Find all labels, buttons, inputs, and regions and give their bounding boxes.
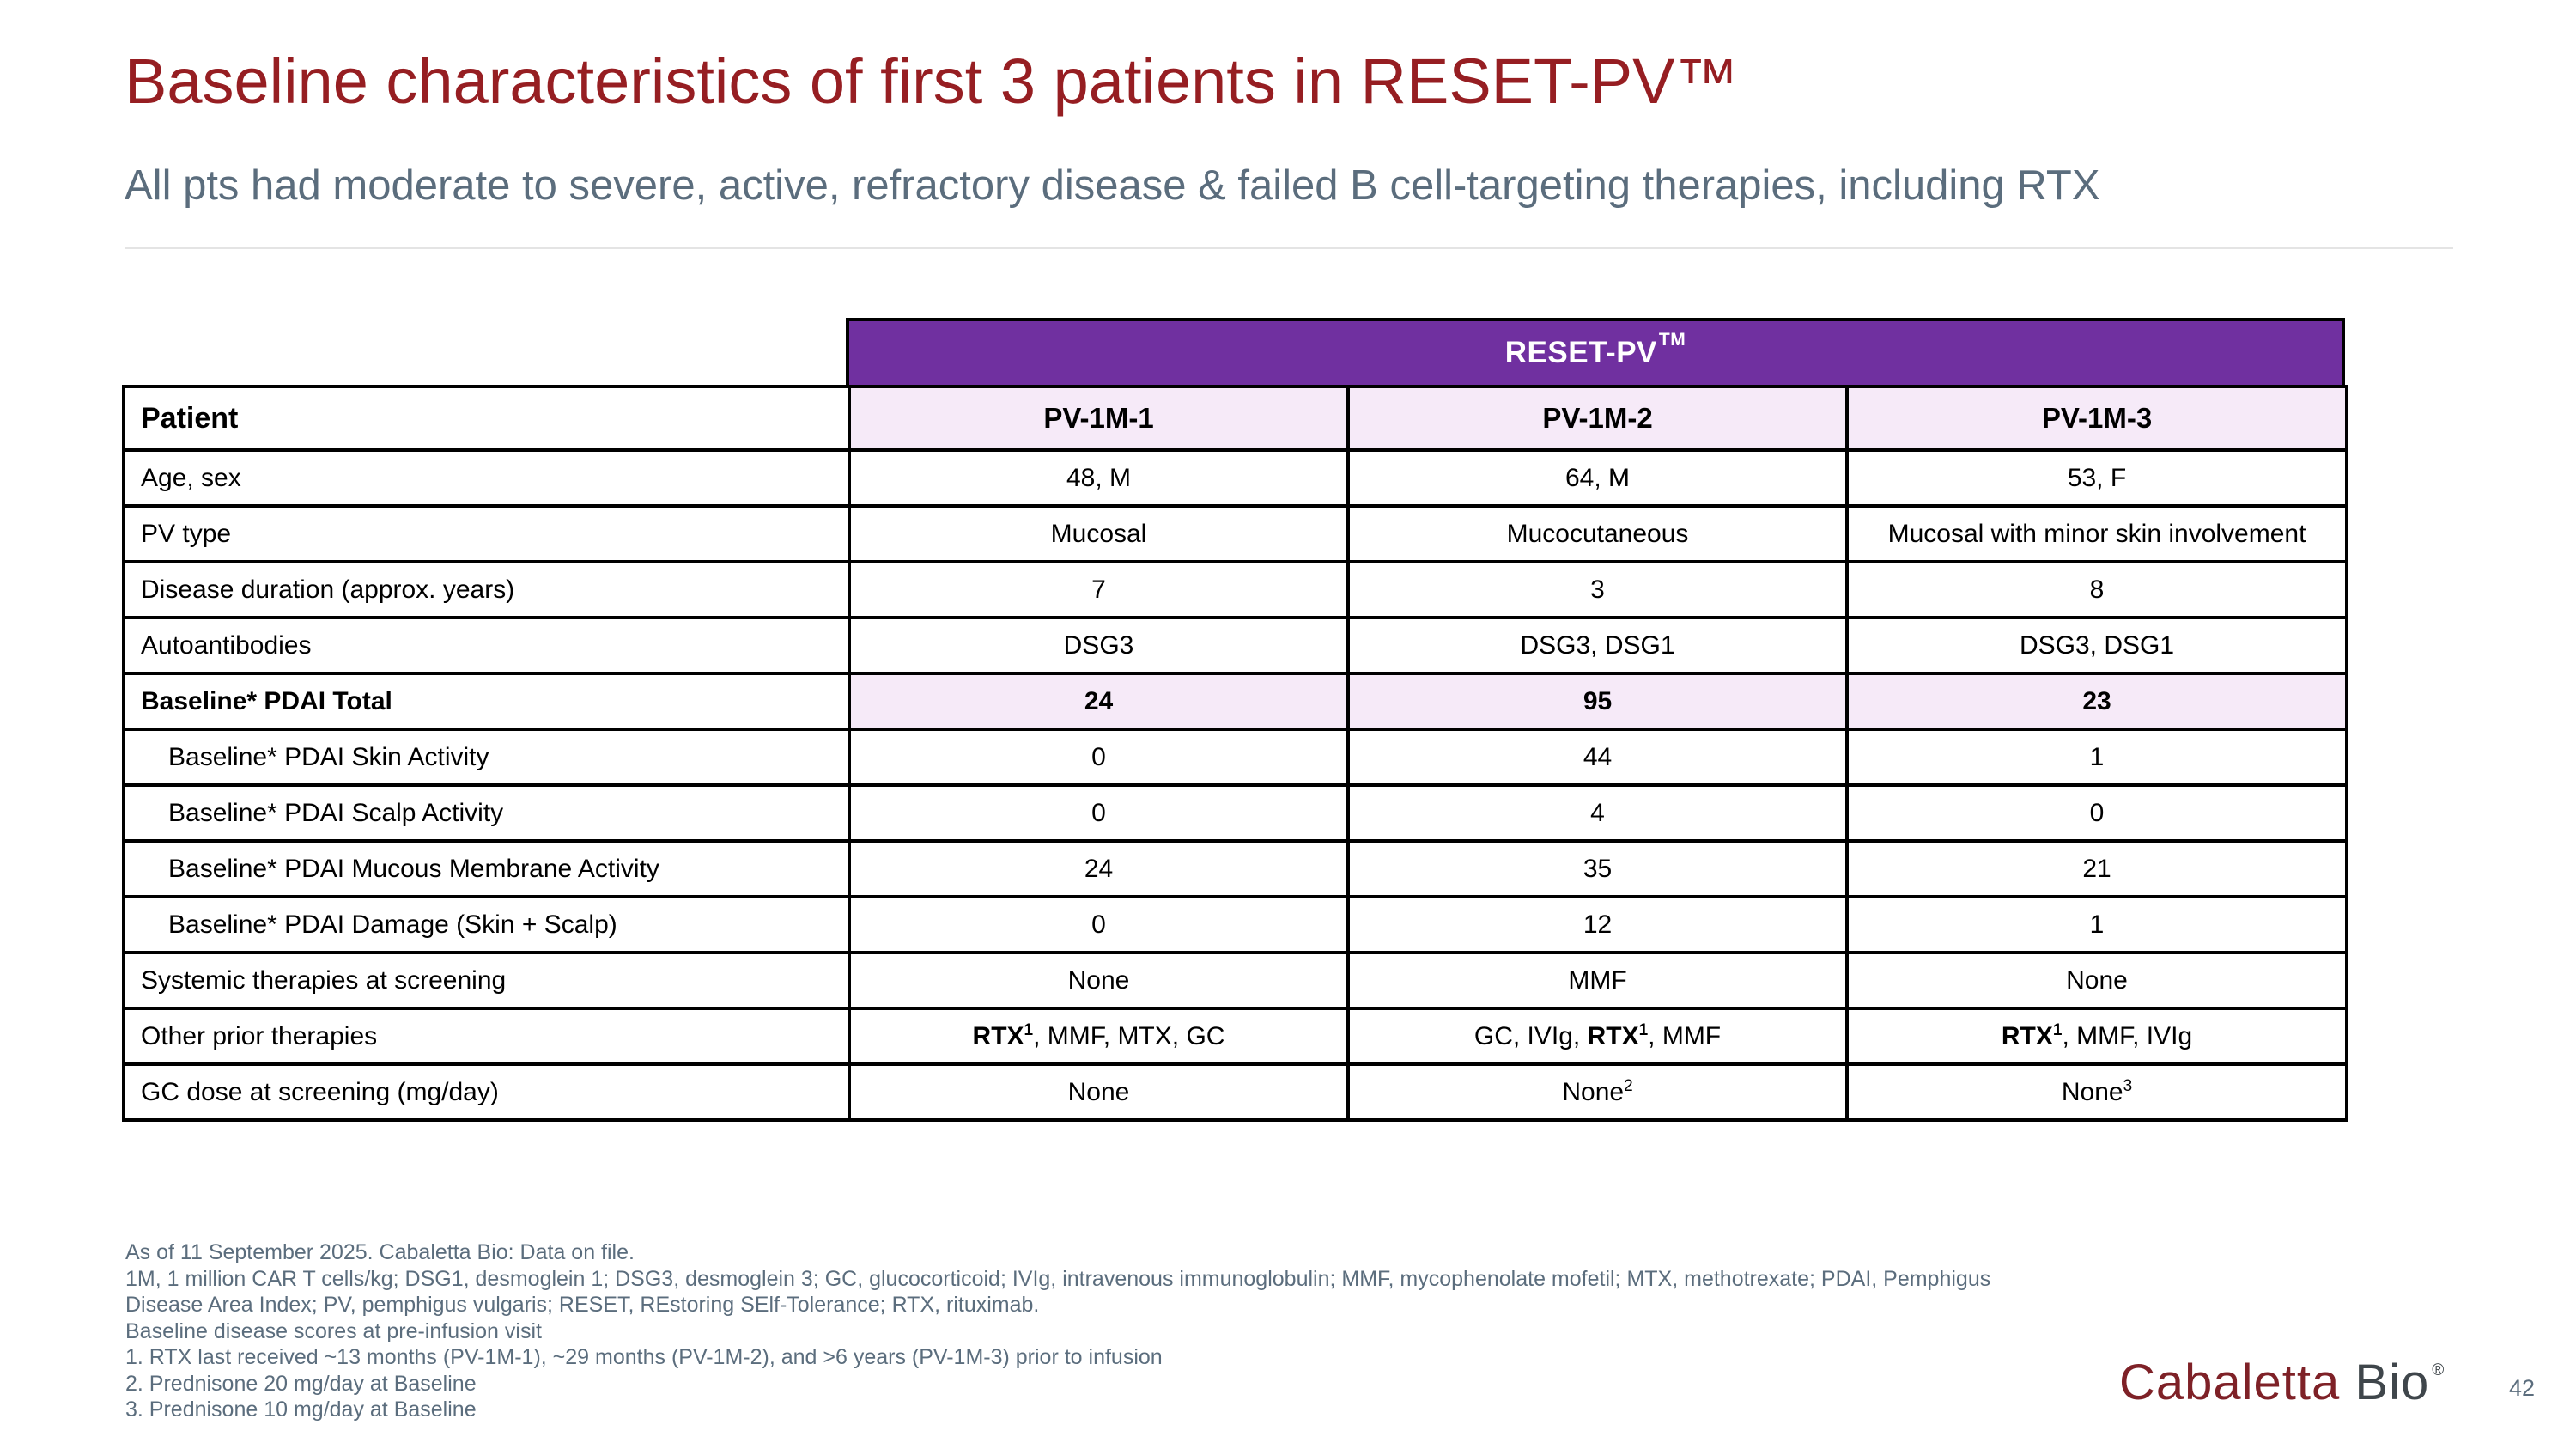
patient-characteristics-table: Patient PV-1M-1 PV-1M-2 PV-1M-3 Age, sex… xyxy=(122,385,2348,1122)
footnote-line: As of 11 September 2025. Cabaletta Bio: … xyxy=(125,1240,635,1264)
row-label: GC dose at screening (mg/day) xyxy=(122,1062,851,1122)
data-cell: GC, IVIg, RTX1, MMF xyxy=(1346,1007,1849,1066)
footnote-line: 2. Prednisone 20 mg/day at Baseline xyxy=(125,1371,477,1396)
footnote-line: 1. RTX last received ~13 months (PV-1M-1… xyxy=(125,1345,1163,1369)
data-cell: MMF xyxy=(1346,951,1849,1010)
data-cell: None xyxy=(1845,951,2348,1010)
data-cell: 12 xyxy=(1346,895,1849,954)
data-cell: 0 xyxy=(848,728,1350,787)
footnote-line: 1M, 1 million CAR T cells/kg; DSG1, desm… xyxy=(125,1266,1991,1291)
table-row: Baseline* PDAI Mucous Membrane Activity 2… xyxy=(122,839,2348,898)
data-cell: Mucosal with minor skin involvement xyxy=(1845,504,2348,563)
banner-label: RESET-PV xyxy=(1504,336,1657,369)
table-row: Age, sex 48, M 64, M 53, F xyxy=(122,448,2348,508)
logo-cabaletta-text: Cabaletta xyxy=(2119,1355,2341,1410)
data-cell: 4 xyxy=(1346,783,1849,843)
footnote-line: Disease Area Index; PV, pemphigus vulgar… xyxy=(125,1293,1040,1317)
column-header-pv-1m-2: PV-1M-2 xyxy=(1346,385,1849,452)
banner-trademark: TM xyxy=(1658,330,1686,350)
data-cell: None xyxy=(848,1062,1350,1122)
data-cell: None2 xyxy=(1346,1062,1849,1122)
table-row: Baseline* PDAI Skin Activity 0 44 1 xyxy=(122,728,2348,787)
data-cell: 0 xyxy=(848,783,1350,843)
row-label: Systemic therapies at screening xyxy=(122,951,851,1010)
data-cell: DSG3, DSG1 xyxy=(1845,616,2348,675)
data-cell: 3 xyxy=(1346,560,1849,619)
footnote-line: 3. Prednisone 10 mg/day at Baseline xyxy=(125,1397,477,1422)
column-header-pv-1m-3: PV-1M-3 xyxy=(1845,385,2348,452)
table-body: Patient PV-1M-1 PV-1M-2 PV-1M-3 Age, sex… xyxy=(122,385,2348,1122)
row-label: Baseline* PDAI Scalp Activity xyxy=(122,783,851,843)
page-subtitle: All pts had moderate to severe, active, … xyxy=(125,162,2100,209)
data-cell: 24 xyxy=(848,672,1350,731)
data-cell: RTX1, MMF, IVIg xyxy=(1845,1007,2348,1066)
data-cell: RTX1, MMF, MTX, GC xyxy=(848,1007,1350,1066)
table-row: Baseline* PDAI Damage (Skin + Scalp) 0 12 1 xyxy=(122,895,2348,954)
data-cell: 8 xyxy=(1845,560,2348,619)
data-cell: 95 xyxy=(1346,672,1849,731)
row-label: Disease duration (approx. years) xyxy=(122,560,851,619)
data-cell: 24 xyxy=(848,839,1350,898)
registered-mark-icon: ® xyxy=(2432,1361,2445,1379)
header-divider xyxy=(125,247,2453,249)
footnote-line: Baseline disease scores at pre-infusion … xyxy=(125,1318,542,1343)
data-cell: 1 xyxy=(1845,895,2348,954)
row-label: Autoantibodies xyxy=(122,616,851,675)
table-row: Other prior therapies RTX1, MMF, MTX, GC G… xyxy=(122,1007,2348,1066)
table-banner-reset-pv: RESET-PV TM xyxy=(846,318,2345,385)
data-cell: 48, M xyxy=(848,448,1350,508)
column-header-pv-1m-1: PV-1M-1 xyxy=(848,385,1350,452)
table-row: Autoantibodies DSG3 DSG3, DSG1 DSG3, DSG1 xyxy=(122,616,2348,675)
data-cell: None xyxy=(848,951,1350,1010)
data-cell: 21 xyxy=(1845,839,2348,898)
page-number: 42 xyxy=(2509,1375,2536,1401)
footnotes: As of 11 September 2025. Cabaletta Bio: … xyxy=(125,1239,1990,1423)
page-title: Baseline characteristics of first 3 pati… xyxy=(125,46,1739,117)
row-label: Baseline* PDAI Damage (Skin + Scalp) xyxy=(122,895,851,954)
data-cell: None3 xyxy=(1845,1062,2348,1122)
data-cell: 44 xyxy=(1346,728,1849,787)
row-label: PV type xyxy=(122,504,851,563)
table-header-row: Patient PV-1M-1 PV-1M-2 PV-1M-3 xyxy=(122,385,2348,452)
data-cell: 0 xyxy=(1845,783,2348,843)
data-cell: DSG3 xyxy=(848,616,1350,675)
data-cell: 53, F xyxy=(1845,448,2348,508)
table-row: Systemic therapies at screening None MMF No… xyxy=(122,951,2348,1010)
data-cell: 7 xyxy=(848,560,1350,619)
data-cell: 23 xyxy=(1845,672,2348,731)
table-row: Disease duration (approx. years) 7 3 8 xyxy=(122,560,2348,619)
cabaletta-bio-logo: Cabaletta Bio ® xyxy=(2119,1354,2445,1411)
data-cell: 1 xyxy=(1845,728,2348,787)
row-label: Baseline* PDAI Skin Activity xyxy=(122,728,851,787)
table-row: Baseline* PDAI Scalp Activity 0 4 0 xyxy=(122,783,2348,843)
data-cell: 64, M xyxy=(1346,448,1849,508)
logo-bio-text: Bio xyxy=(2354,1355,2430,1410)
row-label: Other prior therapies xyxy=(122,1007,851,1066)
column-header-patient: Patient xyxy=(122,385,851,452)
table-row: PV type Mucosal Mucocutaneous Mucosal with … xyxy=(122,504,2348,563)
row-label: Age, sex xyxy=(122,448,851,508)
row-label: Baseline* PDAI Total xyxy=(122,672,851,731)
table-row: GC dose at screening (mg/day) None None2 No… xyxy=(122,1062,2348,1122)
data-cell: Mucocutaneous xyxy=(1346,504,1849,563)
data-cell: DSG3, DSG1 xyxy=(1346,616,1849,675)
table-row: Baseline* PDAI Total 24 95 23 xyxy=(122,672,2348,731)
row-label: Baseline* PDAI Mucous Membrane Activity xyxy=(122,839,851,898)
data-cell: Mucosal xyxy=(848,504,1350,563)
data-cell: 35 xyxy=(1346,839,1849,898)
data-cell: 0 xyxy=(848,895,1350,954)
